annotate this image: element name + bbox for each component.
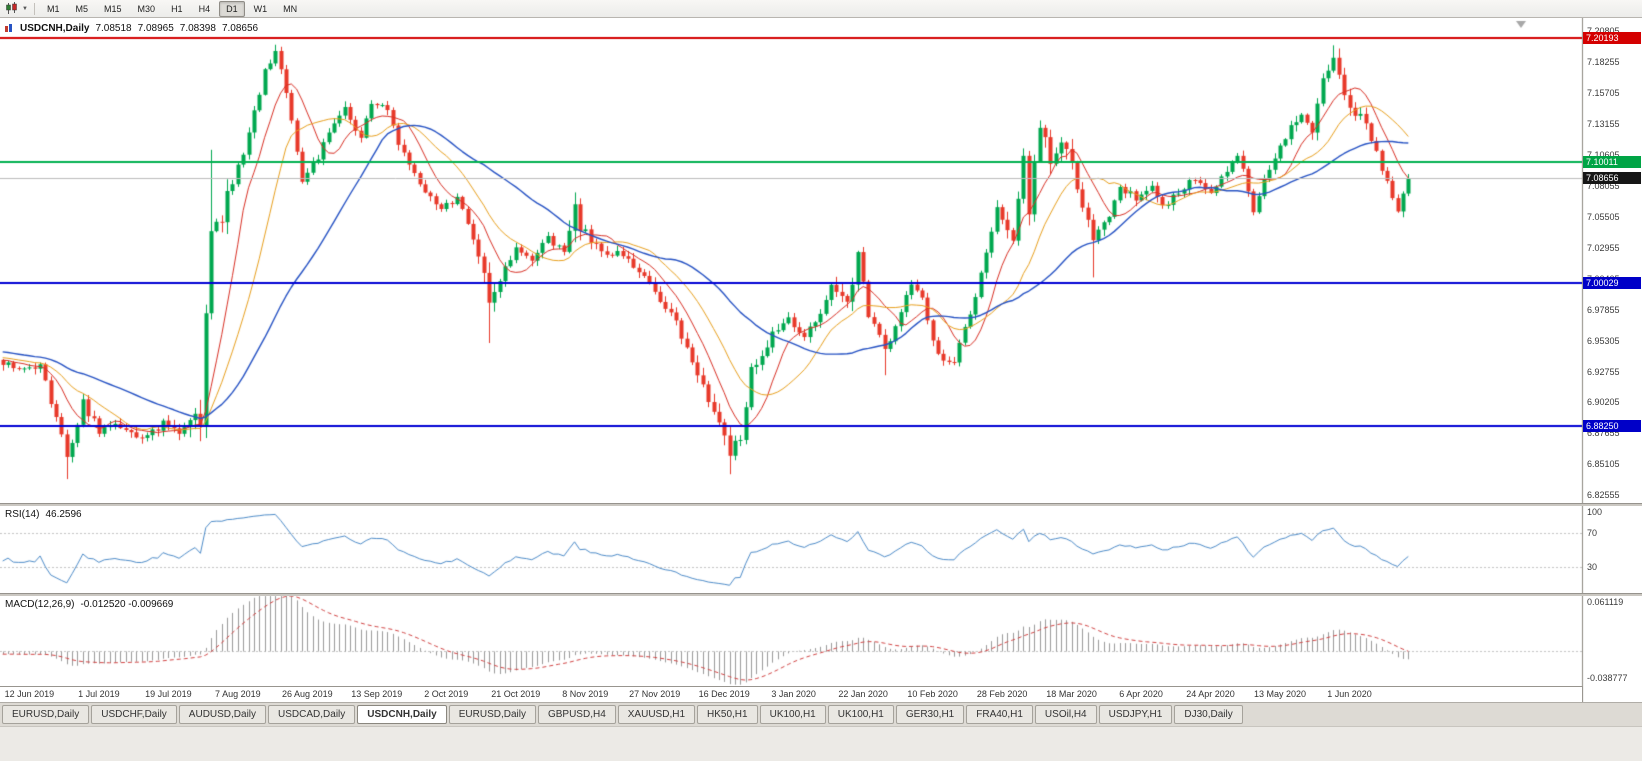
- date-label: 6 Apr 2020: [1119, 689, 1163, 699]
- price-axis-label: 7.10605: [1587, 149, 1620, 160]
- date-label: 28 Feb 2020: [976, 689, 1028, 699]
- bottom-tab-eurusd-daily[interactable]: EURUSD,Daily: [448, 705, 536, 724]
- date-label: 1 Jul 2019: [78, 689, 120, 699]
- macd-indicator-label: MACD(12,26,9) -0.012520 -0.009669: [5, 599, 173, 610]
- bottom-tab-uk100-h1[interactable]: UK100,H1: [759, 705, 826, 724]
- price-badge-pivot-line-green: 7.10011: [1583, 155, 1641, 168]
- timeframe-toolbar: M1 M5 M15 M30 H1 H4 D1 W1 MN: [39, 0, 305, 17]
- price-axis-label: 6.92755: [1587, 366, 1620, 377]
- price-axis-label: 6.95305: [1587, 335, 1620, 346]
- bottom-tab-usdchf-daily[interactable]: USDCHF,Daily: [91, 705, 177, 724]
- bottom-tab-dj30-daily[interactable]: DJ30,Daily: [1174, 705, 1243, 724]
- date-label: 13 Sep 2019: [351, 689, 403, 699]
- date-label: 24 Apr 2020: [1186, 689, 1235, 699]
- date-label: 13 May 2020: [1253, 689, 1307, 699]
- chart-symbol-period: USDCNH,Daily: [20, 23, 90, 34]
- price-axis-label: 7.02955: [1587, 242, 1620, 253]
- chart-ohlc-readout: USDCNH,Daily 7.08518 7.08965 7.08398 7.0…: [5, 23, 258, 34]
- rsi-name: RSI(14): [5, 509, 40, 520]
- bottom-tab-hk50-h1[interactable]: HK50,H1: [697, 705, 758, 724]
- price-axis-label: 7.18255: [1587, 56, 1620, 67]
- toolbar: ▼ M1 M5 M15 M30 H1 H4 D1 W1 MN: [0, 0, 1642, 18]
- quote-high: 7.08965: [137, 23, 174, 34]
- dropdown-caret-icon[interactable]: ▼: [22, 5, 28, 12]
- macd-axis-label: 0.061119: [1587, 597, 1624, 607]
- toolbar-separator: [34, 2, 35, 15]
- rsi-axis-label: 30: [1587, 561, 1598, 572]
- date-label: 1 Jun 2020: [1327, 689, 1372, 699]
- bottom-tab-usdcnh-daily[interactable]: USDCNH,Daily: [357, 705, 447, 724]
- price-axis-label: 6.87655: [1587, 428, 1620, 439]
- quote-low: 7.08398: [179, 23, 216, 34]
- chart-canvas[interactable]: [0, 18, 1642, 702]
- price-axis-label: 7.15705: [1587, 87, 1620, 98]
- rsi-value: 46.2596: [45, 509, 82, 520]
- chart-icon: [5, 24, 14, 33]
- date-label: 8 Nov 2019: [562, 689, 609, 699]
- date-label: 18 Mar 2020: [1046, 689, 1097, 699]
- time-axis-scale[interactable]: 12 Jun 2019 1 Jul 2019 19 Jul 2019 7 Aug 20…: [0, 686, 1582, 702]
- bottom-tab-usdjpy-h1[interactable]: USDJPY,H1: [1098, 705, 1173, 724]
- date-label: 12 Jun 2019: [4, 689, 55, 699]
- date-label: 27 Nov 2019: [629, 689, 681, 699]
- bottom-tab-ger30-h1[interactable]: GER30,H1: [895, 705, 965, 724]
- panel-splitter-rsi[interactable]: [0, 503, 1642, 506]
- date-label: 16 Dec 2019: [698, 689, 750, 699]
- candlestick-chart-icon[interactable]: [3, 2, 20, 16]
- bottom-tab-xauusd-h1[interactable]: XAUUSD,H1: [617, 705, 696, 724]
- timeframe-button-w1[interactable]: W1: [253, 3, 268, 14]
- rsi-indicator-label: RSI(14) 46.2596: [5, 509, 82, 520]
- timeframe-button-d1[interactable]: D1: [219, 0, 245, 17]
- price-axis-label: 6.90205: [1587, 397, 1620, 408]
- rsi-axis-label: 100: [1587, 507, 1603, 517]
- panel-splitter-macd[interactable]: [0, 593, 1642, 596]
- timeframe-button-h4[interactable]: H4: [198, 3, 211, 14]
- bottom-tab-gbpusd-h4[interactable]: GBPUSD,H4: [537, 705, 616, 724]
- rsi-axis-label: 70: [1587, 528, 1598, 539]
- macd-name: MACD(12,26,9): [5, 599, 75, 610]
- timeframe-button-m15[interactable]: M15: [104, 3, 122, 14]
- quote-open: 7.08518: [95, 23, 132, 34]
- quote-close: 7.08656: [221, 23, 259, 34]
- timeframe-button-m5[interactable]: M5: [75, 3, 89, 14]
- status-bar: [0, 726, 1642, 761]
- bottom-tab-usdcad-daily[interactable]: USDCAD,Daily: [268, 705, 356, 724]
- bottom-tab-audusd-daily[interactable]: AUDUSD,Daily: [178, 705, 267, 724]
- bottom-tab-usoil-h4[interactable]: USOil,H4: [1034, 705, 1097, 724]
- price-badge-support-line-1: 7.00029: [1583, 277, 1641, 290]
- bottom-tab-uk100-h1[interactable]: UK100,H1: [827, 705, 894, 724]
- bottom-tab-fra40-h1[interactable]: FRA40,H1: [966, 705, 1033, 724]
- bottom-tab-eurusd-daily[interactable]: EURUSD,Daily: [2, 705, 90, 724]
- macd-values: -0.012520 -0.009669: [80, 599, 174, 610]
- date-label: 10 Feb 2020: [907, 689, 958, 699]
- date-label: 21 Oct 2019: [491, 689, 541, 699]
- chart-tab-bar: EURUSD,Daily USDCHF,Daily AUDUSD,Daily USDC…: [0, 702, 1642, 726]
- price-badge-support-line-2: 6.88250: [1583, 420, 1641, 433]
- price-axis-label: 7.13155: [1587, 118, 1620, 129]
- date-label: 22 Jan 2020: [838, 689, 888, 699]
- timeframe-button-m1[interactable]: M1: [47, 3, 60, 14]
- date-label: 26 Aug 2019: [282, 689, 333, 699]
- date-label: 2 Oct 2019: [424, 689, 469, 699]
- price-axis-label: 6.82555: [1587, 490, 1620, 501]
- price-axis-label: 6.85105: [1587, 459, 1620, 470]
- price-axis-label: 6.97855: [1587, 304, 1620, 315]
- date-label: 19 Jul 2019: [145, 689, 192, 699]
- timeframe-button-h1[interactable]: H1: [171, 3, 183, 14]
- macd-axis-label: -0.038777: [1587, 673, 1628, 683]
- price-axis-label: 7.08055: [1587, 180, 1620, 191]
- timeframe-button-m30[interactable]: M30: [137, 3, 156, 14]
- price-axis-label: 7.05505: [1587, 211, 1620, 222]
- date-label: 3 Jan 2020: [771, 689, 816, 699]
- chart-window: USDCNH,Daily 7.08518 7.08965 7.08398 7.0…: [0, 18, 1642, 702]
- date-label: 7 Aug 2019: [215, 689, 261, 699]
- price-badge-current-price-line: 7.08656: [1583, 172, 1641, 185]
- price-badge-resistance-line: 7.20193: [1583, 32, 1641, 45]
- price-axis-label: 7.20805: [1587, 25, 1620, 36]
- timeframe-button-mn[interactable]: MN: [283, 3, 298, 14]
